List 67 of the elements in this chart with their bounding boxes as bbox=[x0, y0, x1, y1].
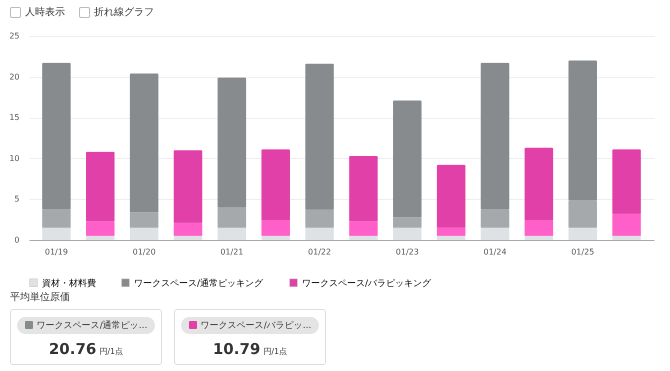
legend-label: 資材・材料費 bbox=[42, 278, 96, 289]
bar bbox=[436, 164, 466, 228]
legend-label: ワークスペース/通常ピッキング bbox=[134, 278, 264, 289]
bar bbox=[568, 200, 597, 228]
x-tick-label: 01/25 bbox=[571, 248, 594, 256]
bar bbox=[393, 228, 422, 240]
text: 10.79 bbox=[212, 340, 260, 358]
bar bbox=[42, 208, 71, 228]
x-tick-label: 01/21 bbox=[220, 248, 244, 256]
bar bbox=[349, 221, 378, 236]
bar bbox=[218, 78, 246, 208]
text: 円/1点 bbox=[99, 346, 124, 356]
y-tick-label: 20 bbox=[9, 72, 20, 82]
bar bbox=[393, 100, 422, 218]
x-tick-label: 01/19 bbox=[44, 248, 68, 256]
y-tick-label: 25 bbox=[9, 32, 20, 40]
bar bbox=[261, 220, 290, 236]
bar bbox=[174, 222, 202, 236]
x-tick-label: 01/23 bbox=[396, 248, 419, 256]
bar bbox=[612, 236, 641, 240]
bar bbox=[174, 236, 202, 240]
y-tick-label: 10 bbox=[9, 154, 20, 163]
text: 円/1点 bbox=[263, 346, 288, 356]
bar bbox=[86, 236, 115, 240]
text: 20.76 bbox=[48, 340, 96, 358]
text: ワークスペース/通常ピッ... bbox=[36, 320, 148, 332]
bar bbox=[261, 236, 290, 240]
bar bbox=[174, 150, 202, 223]
bar bbox=[305, 210, 334, 228]
bar bbox=[218, 207, 246, 228]
bar bbox=[568, 60, 597, 200]
text: 平均単位原価 bbox=[10, 291, 71, 304]
x-tick-label: 01/20 bbox=[132, 248, 156, 256]
bar bbox=[524, 220, 554, 236]
bar bbox=[480, 208, 510, 228]
bar bbox=[42, 228, 71, 240]
bar bbox=[42, 62, 71, 209]
bar bbox=[612, 214, 641, 236]
bar bbox=[480, 228, 510, 240]
x-tick-label: 01/24 bbox=[483, 248, 507, 256]
x-tick-label: 01/22 bbox=[308, 248, 332, 256]
text: ワークスペース/バラピッ... bbox=[200, 320, 312, 332]
bar bbox=[218, 228, 246, 240]
bar bbox=[86, 152, 115, 222]
y-tick-label: 15 bbox=[9, 113, 20, 122]
bar bbox=[524, 236, 554, 240]
bar bbox=[436, 236, 466, 240]
bar bbox=[436, 228, 466, 236]
text: 人時表示 bbox=[25, 6, 65, 19]
bar bbox=[305, 228, 334, 240]
bar bbox=[524, 148, 554, 220]
bar bbox=[130, 74, 158, 212]
bar bbox=[305, 64, 334, 210]
legend-label: ワークスペース/バラピッキング bbox=[302, 278, 432, 289]
bar bbox=[261, 149, 290, 220]
y-tick-label: 0 bbox=[14, 236, 20, 244]
bar bbox=[130, 212, 158, 228]
bar bbox=[349, 236, 378, 240]
bar bbox=[349, 156, 378, 222]
bar bbox=[130, 228, 158, 240]
bar bbox=[612, 149, 641, 214]
bar bbox=[393, 217, 422, 228]
bar bbox=[568, 228, 597, 240]
text: 折れ線グラフ bbox=[94, 6, 154, 19]
bar bbox=[480, 62, 510, 209]
bar bbox=[86, 221, 115, 236]
y-tick-label: 5 bbox=[14, 194, 20, 204]
